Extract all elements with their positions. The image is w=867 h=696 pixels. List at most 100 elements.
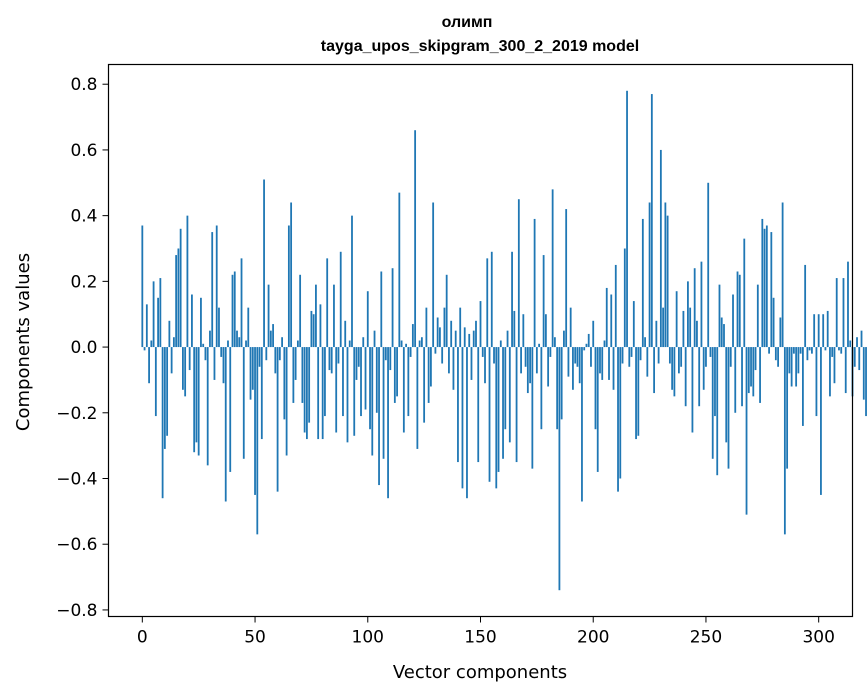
bar xyxy=(641,218,644,348)
bar xyxy=(242,347,245,459)
bar xyxy=(326,258,329,348)
x-tick-label: 300 xyxy=(802,628,834,648)
bar xyxy=(197,347,200,456)
bar xyxy=(671,347,674,390)
bar xyxy=(743,238,746,348)
bar xyxy=(567,347,570,377)
bar xyxy=(154,347,157,417)
bar xyxy=(166,347,169,436)
bar xyxy=(321,347,324,440)
bar xyxy=(596,347,599,472)
bar xyxy=(477,347,480,463)
bars-group xyxy=(141,90,867,591)
bar xyxy=(705,347,707,367)
bar xyxy=(434,347,437,354)
bar xyxy=(865,347,867,417)
bar xyxy=(806,347,809,361)
bar xyxy=(475,320,477,348)
bar xyxy=(578,347,581,384)
bar xyxy=(761,218,764,348)
bar xyxy=(745,347,748,515)
bar xyxy=(617,347,619,492)
bar xyxy=(696,320,698,348)
bar xyxy=(795,347,798,387)
bar xyxy=(342,347,344,417)
bar xyxy=(195,347,198,443)
bar xyxy=(233,271,236,348)
bar xyxy=(601,347,604,380)
bar xyxy=(808,347,811,351)
bar xyxy=(666,215,669,348)
bar xyxy=(497,347,500,472)
bar xyxy=(163,347,166,449)
bar xyxy=(590,347,592,367)
bar xyxy=(373,330,376,348)
bar xyxy=(281,337,283,348)
bar xyxy=(610,294,613,348)
bar xyxy=(853,347,856,367)
bar xyxy=(224,347,227,502)
chart-subtitle: tayga_upos_skipgram_300_2_2019 model xyxy=(321,38,639,55)
chart-title: олимп xyxy=(442,14,493,31)
bar xyxy=(770,232,773,348)
bar xyxy=(351,215,353,348)
bar xyxy=(396,347,398,397)
bar xyxy=(560,347,563,420)
bar xyxy=(328,347,331,371)
bar xyxy=(655,320,658,348)
bar xyxy=(254,347,256,495)
bar xyxy=(860,330,863,348)
bar xyxy=(513,310,516,348)
bar xyxy=(862,347,865,400)
bar xyxy=(711,347,714,459)
bar xyxy=(844,347,847,394)
bar xyxy=(612,347,615,390)
bar xyxy=(231,274,234,348)
bar xyxy=(774,347,777,361)
bar xyxy=(664,202,667,348)
bar xyxy=(355,347,358,380)
bar xyxy=(290,202,293,348)
y-tick-label: −0.6 xyxy=(56,535,97,555)
bar xyxy=(594,347,597,430)
bar xyxy=(813,314,816,348)
bar xyxy=(572,347,574,390)
bar xyxy=(484,347,486,384)
x-tick-label: 0 xyxy=(137,628,148,648)
bar xyxy=(265,347,268,361)
bar xyxy=(170,347,173,374)
bar xyxy=(531,347,534,469)
bar xyxy=(380,271,383,348)
bar xyxy=(461,347,464,489)
y-tick-label: −0.8 xyxy=(56,601,97,621)
bar xyxy=(362,337,365,348)
bar xyxy=(384,347,387,361)
bar xyxy=(529,347,531,384)
bar xyxy=(608,347,610,380)
bar xyxy=(603,340,606,348)
bar xyxy=(296,340,299,348)
bar xyxy=(833,347,836,384)
bar xyxy=(750,347,752,387)
bar xyxy=(856,337,858,348)
bar xyxy=(490,251,493,348)
y-tick-label: 0.0 xyxy=(70,338,97,358)
bar xyxy=(682,310,685,348)
bar xyxy=(630,347,633,357)
bar xyxy=(398,192,401,348)
bar xyxy=(678,347,680,374)
bar xyxy=(781,202,784,348)
bar xyxy=(702,347,705,390)
bar xyxy=(635,347,637,440)
bar xyxy=(308,347,311,423)
bar xyxy=(209,330,211,348)
bar xyxy=(177,248,180,348)
bar xyxy=(387,347,389,499)
bar xyxy=(632,301,635,348)
bar xyxy=(646,347,649,377)
bar xyxy=(213,347,216,380)
bar xyxy=(172,337,175,348)
bar xyxy=(409,347,412,357)
bar xyxy=(454,330,457,348)
